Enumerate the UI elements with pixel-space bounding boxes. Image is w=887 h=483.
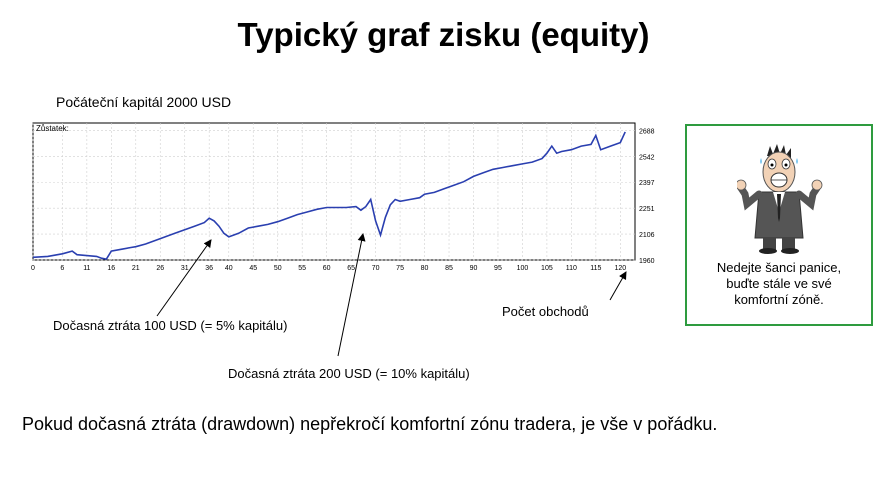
y-tick-label: 2688	[639, 128, 655, 135]
bottom-statement: Pokud dočasná ztráta (drawdown) nepřekro…	[22, 414, 718, 434]
x-tick-label: 90	[470, 265, 478, 272]
x-tick-label: 70	[372, 265, 380, 272]
x-tick-label: 16	[107, 265, 115, 272]
x-tick-label: 0	[31, 265, 35, 272]
x-tick-label: 80	[421, 265, 429, 272]
y-tick-label: 2542	[639, 154, 655, 161]
trades-count-note: Počet obchodů	[502, 304, 589, 319]
x-tick-label: 11	[83, 265, 90, 272]
small-drawdown-note: Dočasná ztráta 100 USD (= 5% kapitálu)	[53, 318, 288, 333]
x-tick-label: 60	[323, 265, 331, 272]
x-tick-label: 120	[614, 265, 626, 272]
x-tick-label: 105	[541, 265, 553, 272]
y-tick-label: 2106	[639, 232, 655, 239]
x-tick-label: 21	[132, 265, 140, 272]
x-tick-label: 115	[590, 265, 601, 272]
x-tick-label: 75	[396, 265, 404, 272]
panic-note-text: Nedejte šanci panice, buďte stále ve své…	[716, 260, 842, 307]
x-tick-label: 50	[274, 265, 282, 272]
x-tick-label: 6	[60, 265, 64, 272]
x-tick-label: 45	[249, 265, 257, 272]
x-tick-label: 40	[225, 265, 233, 272]
arrow-small-drawdown	[156, 239, 212, 317]
equity-line	[32, 131, 626, 260]
plot-area	[32, 122, 636, 261]
panic-box: Nedejte šanci panice, buďte stále ve své…	[685, 124, 873, 326]
panicking-businessman-illustration	[737, 144, 823, 254]
y-axis-ticks: 1960 2106 2251 2397 2542 2688	[639, 128, 655, 265]
x-tick-label: 110	[566, 265, 577, 272]
initial-capital-label: Počáteční kapitál 2000 USD	[56, 94, 232, 110]
x-tick-label: 100	[517, 265, 529, 272]
large-drawdown-note: Dočasná ztráta 200 USD (= 10% kapitálu)	[228, 366, 470, 381]
x-tick-label: 55	[298, 265, 306, 272]
y-tick-label: 2251	[639, 206, 655, 213]
x-tick-label: 36	[205, 265, 213, 272]
y-tick-label: 1960	[639, 258, 655, 265]
y-tick-label: 2397	[639, 180, 655, 187]
x-tick-label: 95	[494, 265, 502, 272]
arrow-trades	[609, 271, 627, 301]
grid	[32, 123, 635, 261]
x-tick-label: 65	[347, 265, 355, 272]
x-tick-label: 31	[181, 265, 189, 272]
arrow-large-drawdown	[337, 233, 366, 357]
x-axis-ticks: 0 6 11 16 21 26 31 36 40 45 50 55 60 65 70 75 80 85 90 95 10…	[31, 265, 626, 272]
x-tick-label: 26	[156, 265, 164, 272]
x-tick-label: 85	[445, 265, 453, 272]
legend-label: Zůstatek:	[36, 124, 69, 133]
slide-title: Typický graf zisku (equity)	[237, 16, 650, 53]
